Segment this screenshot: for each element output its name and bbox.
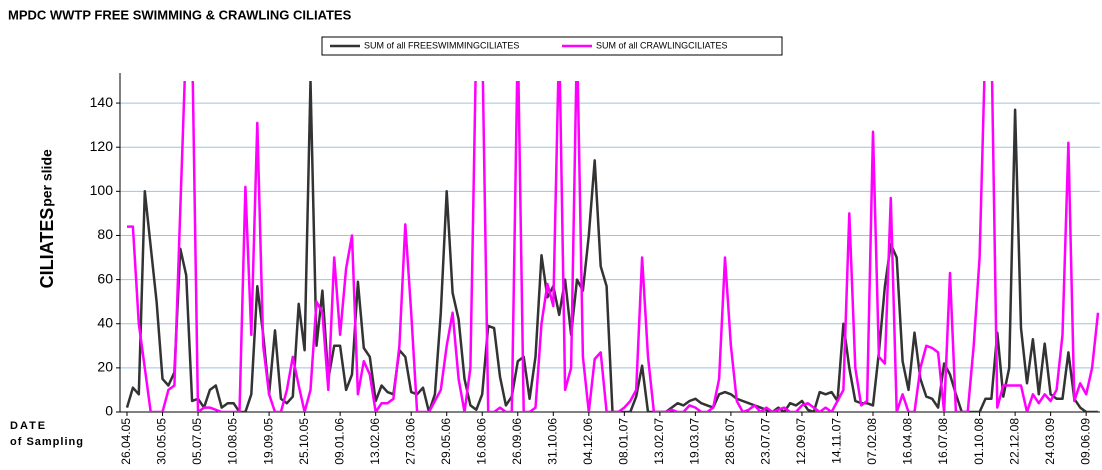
y-tick-label: 80 bbox=[97, 226, 113, 242]
x-tick-label: 25.10.05 bbox=[297, 418, 311, 465]
x-tick-label: 27.03.06 bbox=[403, 418, 417, 465]
x-tick-label: 24.03.09 bbox=[1043, 418, 1057, 465]
x-tick-label: 13.02.07 bbox=[652, 418, 666, 465]
series-line bbox=[125, 81, 1098, 412]
y-tick-label: 120 bbox=[90, 138, 114, 154]
x-tick-label: 23.07.07 bbox=[759, 418, 773, 465]
x-tick-label: 28.05.07 bbox=[723, 418, 737, 465]
x-tick-label: 16.08.06 bbox=[474, 418, 488, 465]
x-tick-label: 13.02.06 bbox=[368, 418, 382, 465]
y-tick-label: 100 bbox=[90, 182, 114, 198]
series-group bbox=[125, 81, 1098, 412]
x-tick-label: 26.04.05 bbox=[119, 418, 133, 465]
y-tick-label: 20 bbox=[97, 359, 113, 375]
legend-label: SUM of all CRAWLINGCILIATES bbox=[596, 40, 728, 50]
x-axis-sublabel: of Sampling bbox=[10, 436, 84, 448]
x-tick-label: 30.05.05 bbox=[155, 418, 169, 465]
series-line bbox=[127, 81, 1100, 412]
x-tick-label: 12.09.07 bbox=[794, 418, 808, 465]
y-tick-label: 0 bbox=[105, 403, 113, 419]
x-tick-label: 31.10.06 bbox=[545, 418, 559, 465]
x-tick-label: 26.09.06 bbox=[510, 418, 524, 465]
x-axis-label: DATE bbox=[10, 420, 47, 432]
chart-title: MPDC WWTP FREE SWIMMING & CRAWLING CILIA… bbox=[8, 7, 352, 22]
x-tick-label: 19.09.05 bbox=[261, 418, 275, 465]
y-tick-label: 60 bbox=[97, 270, 113, 286]
x-tick-label: 09.01.06 bbox=[332, 418, 346, 465]
y-axis-unit: per slide bbox=[39, 149, 55, 207]
x-tick-label: 04.12.06 bbox=[581, 418, 595, 465]
x-tick-label: 09.06.09 bbox=[1078, 418, 1092, 465]
legend-label: SUM of all FREESWIMMINGCILIATES bbox=[364, 40, 519, 50]
x-tick-label: 07.02.08 bbox=[865, 418, 879, 465]
y-tick-label: 140 bbox=[90, 94, 114, 110]
x-tick-label: 10.08.05 bbox=[226, 418, 240, 465]
x-tick-label: 19.03.07 bbox=[688, 418, 702, 465]
x-tick-label: 01.10.08 bbox=[972, 418, 986, 465]
x-tick-label: 14.11.07 bbox=[830, 418, 844, 464]
series-group bbox=[127, 81, 1100, 412]
x-tick-label: 29.05.06 bbox=[439, 418, 453, 465]
x-tick-label: 05.07.05 bbox=[190, 418, 204, 465]
x-tick-label: 16.04.08 bbox=[901, 418, 915, 465]
y-tick-label: 40 bbox=[97, 314, 113, 330]
y-axis-label: CILIATES bbox=[37, 208, 57, 289]
legend-box bbox=[321, 36, 783, 56]
x-tick-label: 08.01.07 bbox=[617, 418, 631, 465]
x-tick-label: 22.12.08 bbox=[1007, 418, 1021, 465]
x-tick-label: 16.07.08 bbox=[936, 418, 950, 465]
